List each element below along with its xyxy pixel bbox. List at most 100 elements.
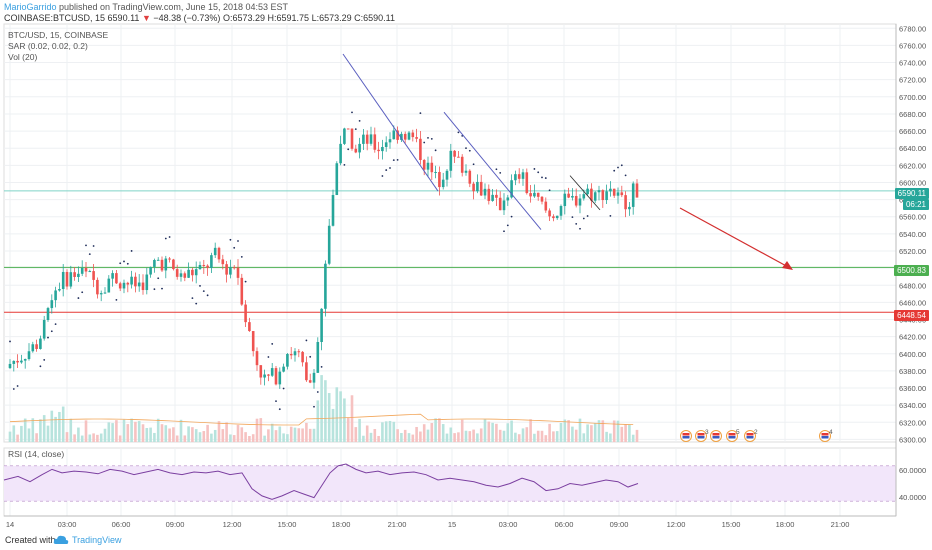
volume-bar [346, 417, 350, 442]
volume-bar [12, 425, 16, 442]
candle-body [42, 319, 46, 339]
candle-body [225, 264, 228, 275]
volume-bar [198, 432, 202, 442]
candle-body [544, 201, 548, 211]
volume-bar [16, 434, 19, 442]
candle-body [586, 188, 589, 195]
sar-dot [503, 230, 505, 233]
economic-events[interactable]: 3 5 2 4 [680, 429, 834, 442]
candle-body [115, 273, 118, 284]
volume-bar [191, 427, 194, 442]
legend-title[interactable]: BTC/USD, 15, COINBASE [8, 30, 109, 40]
volume-bar [631, 434, 635, 442]
sar-dot [233, 246, 236, 249]
volume-bar [39, 419, 42, 442]
volume-bar [69, 418, 73, 442]
candle-body [571, 195, 574, 198]
candle-body [612, 188, 616, 196]
volume-bar [244, 432, 247, 442]
candle-body [286, 353, 289, 367]
volume-bar [350, 395, 354, 442]
symbol-name[interactable]: COINBASE:BTCUSD, 15 [4, 13, 106, 23]
volume-bar [563, 419, 567, 442]
candle-body [23, 359, 27, 361]
candle-body [251, 331, 255, 352]
price-tick-label: 6300.00 [899, 435, 926, 444]
drawings[interactable] [342, 53, 793, 270]
candle-body [69, 272, 73, 287]
tradingview-brand[interactable]: TradingView [72, 535, 122, 545]
sar-dot [164, 237, 167, 240]
candle-body [118, 283, 122, 289]
candle-body [605, 191, 608, 201]
volume-bar [472, 429, 475, 442]
candle-body [168, 258, 171, 260]
candle-body [183, 273, 187, 278]
volume-bar [521, 428, 525, 442]
candle-body [563, 193, 567, 207]
sar-dot [343, 164, 346, 166]
volume-bar [240, 427, 244, 442]
candle-body [103, 292, 107, 294]
volume-bar [327, 393, 331, 442]
low-value: L:6573.29 [311, 13, 352, 23]
volume-bar [483, 419, 487, 442]
candle-body [73, 272, 76, 277]
volume-bar [635, 429, 639, 442]
volume-bar [555, 431, 559, 442]
price-tick-label: 6720.00 [899, 76, 926, 85]
candle-body [377, 149, 380, 152]
volume-bar [479, 428, 483, 442]
sar-dot [12, 388, 15, 390]
volume-bar [267, 429, 270, 442]
candle-body [96, 279, 99, 295]
price-tick-label: 6740.00 [899, 59, 926, 68]
sar-dot [613, 169, 616, 172]
created-with-text: Created with [5, 535, 56, 545]
price-change: −48.38 (−0.73%) [153, 13, 221, 23]
volume-bar [130, 418, 133, 442]
volume-bar [343, 398, 346, 442]
author-link[interactable]: MarioGarrido [4, 2, 57, 12]
sar-dot [47, 336, 49, 339]
volume-bar [605, 431, 608, 442]
sar-dot [533, 168, 536, 170]
candle-body [555, 215, 559, 219]
volume-bar [453, 433, 456, 442]
volume-bar [491, 422, 494, 442]
volume-bar [434, 418, 437, 442]
candle-body [487, 188, 491, 201]
candle-body [479, 181, 483, 196]
candle-body [156, 259, 160, 261]
parabolic-sar-dots [9, 111, 627, 411]
legend-rsi[interactable]: RSI (14, close) [8, 449, 65, 459]
candle-body [593, 192, 597, 201]
candle-body [84, 267, 88, 272]
us-flag-stripe [821, 436, 829, 439]
volume-bar [430, 423, 434, 442]
sar-dot [541, 176, 543, 179]
candle-body [244, 304, 247, 323]
sar-dot [153, 288, 156, 291]
volume-bar [628, 424, 631, 442]
price-tick-label: 6660.00 [899, 127, 926, 136]
volume-bar [407, 433, 411, 442]
horizontal-levels[interactable] [4, 190, 896, 313]
time-tick-label: 09:00 [610, 520, 629, 529]
volume-bar [586, 424, 589, 442]
volume-bar [164, 425, 168, 442]
volume-bar [282, 433, 285, 442]
volume-bar [316, 400, 320, 442]
volume-bar [183, 435, 187, 442]
sar-dot [624, 174, 627, 177]
legend-volume[interactable]: Vol (20) [8, 52, 38, 62]
legend-sar[interactable]: SAR (0.02, 0.02, 0.2) [8, 41, 88, 51]
candle-body [141, 282, 145, 291]
volume-bar [289, 426, 293, 442]
time-tick-label: 14 [6, 520, 14, 529]
time-axis[interactable]: 14 03:00 06:00 09:00 12:00 15:00 18:00 21:00 15 0… [4, 515, 896, 529]
candle-body [259, 365, 263, 378]
us-flag-stripe [697, 436, 705, 439]
candle-body [510, 180, 513, 198]
